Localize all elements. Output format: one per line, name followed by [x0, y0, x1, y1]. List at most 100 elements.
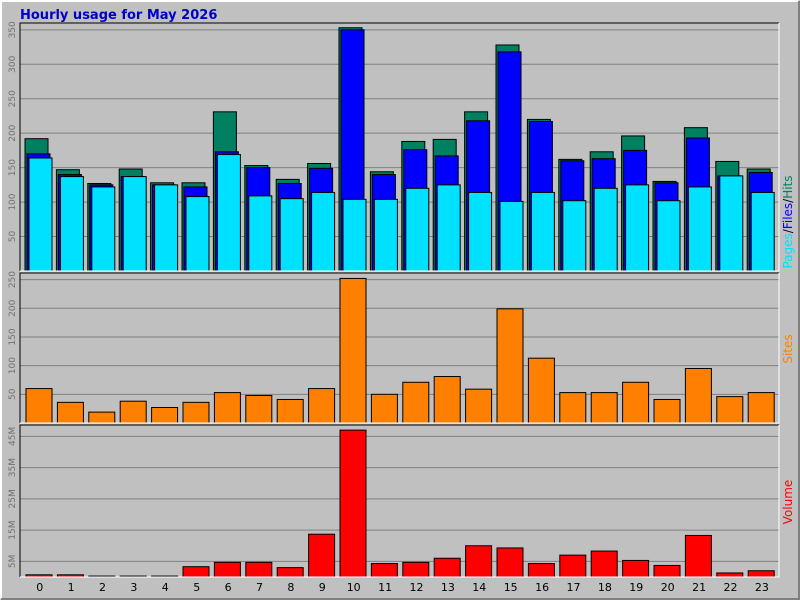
x-tick-label: 6	[225, 581, 232, 594]
bar	[465, 545, 493, 578]
legend-entry: Volume	[781, 480, 795, 525]
bar	[750, 191, 775, 272]
bar	[151, 407, 179, 424]
x-tick-label: 20	[661, 581, 675, 594]
bar	[527, 357, 555, 424]
x-tick-label: 17	[567, 581, 581, 594]
bar	[622, 559, 650, 578]
bar	[59, 176, 84, 272]
chart-title: Hourly usage for May 2026	[20, 8, 217, 23]
bar	[684, 368, 712, 424]
x-tick-label: 21	[692, 581, 706, 594]
y-tick-label: 50	[8, 231, 18, 243]
bar	[656, 200, 681, 272]
bar	[653, 398, 681, 424]
bar	[684, 534, 712, 578]
bar	[91, 186, 116, 272]
x-tick-label: 8	[287, 581, 294, 594]
bar	[276, 398, 304, 424]
bar	[25, 388, 53, 424]
x-tick-label: 4	[162, 581, 169, 594]
bar	[468, 191, 493, 272]
x-tick-label: 9	[319, 581, 326, 594]
bar	[622, 381, 650, 424]
plot-border	[20, 23, 780, 272]
x-tick-label: 12	[410, 581, 424, 594]
bar	[747, 570, 775, 578]
plot-border	[19, 22, 779, 271]
legend: Sites	[781, 334, 795, 363]
bar	[248, 195, 273, 272]
x-tick-label: 23	[755, 581, 769, 594]
bar	[213, 561, 241, 578]
x-tick-label: 2	[99, 581, 106, 594]
bar	[182, 401, 210, 424]
bar	[56, 401, 84, 424]
bar	[433, 376, 461, 424]
y-tick-label: 250	[8, 271, 18, 288]
bar	[339, 277, 367, 424]
x-tick-label: 16	[535, 581, 549, 594]
y-tick-label: 100	[8, 193, 18, 210]
bar	[436, 184, 461, 272]
bar	[530, 191, 555, 272]
bar	[590, 550, 618, 578]
bar	[122, 176, 147, 272]
bar	[402, 381, 430, 424]
legend-separator: /	[781, 198, 795, 203]
bar	[653, 564, 681, 578]
y-tick-label: 5M	[8, 555, 18, 569]
x-tick-label: 10	[347, 581, 361, 594]
bar	[747, 392, 775, 424]
plot-border	[20, 425, 780, 578]
bar	[342, 198, 367, 272]
bar	[339, 429, 367, 578]
bar	[276, 567, 304, 578]
bar	[559, 392, 587, 424]
x-tick-label: 0	[36, 581, 43, 594]
x-tick-label: 19	[629, 581, 643, 594]
x-tick-label: 7	[256, 581, 263, 594]
x-tick-label: 18	[598, 581, 612, 594]
bar	[185, 196, 210, 272]
bar	[433, 557, 461, 578]
bar	[311, 191, 336, 272]
bar	[527, 563, 555, 578]
plot-border	[19, 424, 779, 577]
legend-entry: Hits	[781, 175, 795, 198]
y-tick-label: 350	[8, 21, 18, 38]
bar	[213, 392, 241, 424]
y-tick-label: 15M	[8, 521, 18, 540]
y-tick-label: 25M	[8, 489, 18, 508]
y-tick-label: 50	[8, 388, 18, 400]
bar	[154, 184, 179, 272]
legend-entry: Sites	[781, 334, 795, 363]
bar	[245, 561, 273, 578]
bar	[28, 157, 53, 272]
legend: Pages/Files/Hits	[781, 175, 795, 268]
x-tick-label: 13	[441, 581, 455, 594]
bar	[245, 394, 273, 424]
x-tick-label: 1	[68, 581, 75, 594]
bar	[590, 392, 618, 424]
bar	[496, 308, 524, 424]
x-tick-label: 11	[378, 581, 392, 594]
bar	[308, 533, 336, 578]
bar	[405, 187, 430, 272]
bar	[559, 554, 587, 578]
bar	[402, 561, 430, 578]
y-tick-label: 200	[8, 299, 18, 316]
y-tick-label: 45M	[8, 427, 18, 446]
x-tick-label: 22	[724, 581, 738, 594]
plot-area	[20, 425, 779, 577]
bar	[716, 572, 744, 578]
x-tick-label: 5	[193, 581, 200, 594]
bar	[687, 186, 712, 272]
legend: Volume	[781, 480, 795, 525]
y-tick-label: 200	[8, 124, 18, 141]
x-tick-label: 14	[472, 581, 486, 594]
bar	[465, 388, 493, 424]
bar	[719, 175, 744, 272]
